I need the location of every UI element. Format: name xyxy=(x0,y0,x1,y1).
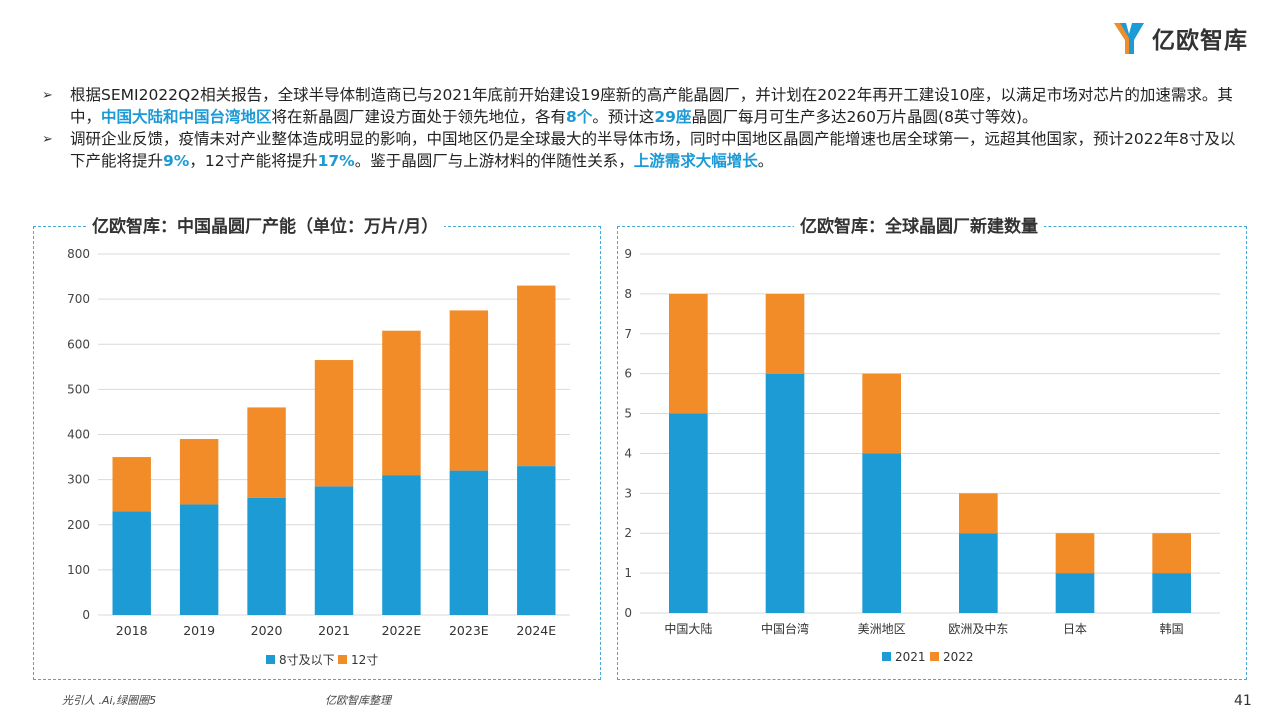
bar-2022 xyxy=(1055,533,1095,574)
highlight-text: 上游需求大幅增长 xyxy=(633,152,758,170)
y-tick-label: 1 xyxy=(624,566,632,580)
body-text: 根据SEMI2022Q2相关报告，全球半导体制造商已与2021年底前开始建设19… xyxy=(70,86,1233,126)
bar-12寸 xyxy=(449,310,489,471)
y-tick-label: 400 xyxy=(67,428,90,442)
highlight-text: 中国大陆和中国台湾地区 xyxy=(101,108,272,126)
y-tick-label: 6 xyxy=(624,367,632,381)
x-tick-label: 2019 xyxy=(183,623,215,638)
y-tick-label: 0 xyxy=(624,606,632,620)
bar-2022 xyxy=(959,493,998,534)
legend-label: 2022 xyxy=(943,650,974,664)
bar-2021 xyxy=(1055,573,1095,613)
brand-logo: 亿欧智库 xyxy=(1112,18,1262,58)
footer-source-left: 光引人 .Ai,绿圈圈5 xyxy=(62,694,157,707)
body-text: 将在新晶圆厂建设方面处于领先地位，各有 xyxy=(271,108,567,126)
chart-new-fabs: 0 1 2 3 4 5 6 7 8 9 中国大陆 中国台湾 美洲地区 欧洲及中东 日本 韩国 2021 2022 xyxy=(624,247,1220,664)
y-tick-label: 500 xyxy=(67,382,90,396)
bar-2021 xyxy=(669,413,708,613)
bar-8寸及以下 xyxy=(314,486,354,615)
x-tick-label: 美洲地区 xyxy=(858,622,906,636)
highlight-text: 9% xyxy=(163,152,190,170)
y-tick-label: 3 xyxy=(624,486,632,500)
legend-swatch xyxy=(882,652,891,661)
bullet-item: ➢ 调研企业反馈，疫情未对产业整体造成明显的影响，中国地区仍是全球最大的半导体市… xyxy=(42,128,1242,172)
bar-12寸 xyxy=(179,439,219,505)
bar-8寸及以下 xyxy=(382,475,421,615)
x-tick-label: 2018 xyxy=(116,623,148,638)
bar-12寸 xyxy=(517,285,556,467)
legend-swatch xyxy=(930,652,939,661)
body-text: 。鉴于晶圆厂与上游材料的伴随性关系， xyxy=(354,152,634,170)
x-tick-label: 日本 xyxy=(1063,622,1087,636)
logo-mark-icon xyxy=(1114,23,1144,54)
body-text: 晶圆厂每月可生产多达260万片晶圆(8英寸等效)。 xyxy=(691,108,1038,126)
highlight-text: 29座 xyxy=(654,108,692,126)
bar-2022 xyxy=(765,293,805,374)
y-tick-label: 600 xyxy=(67,337,90,351)
y-tick-label: 200 xyxy=(67,518,90,532)
bullet-list: ➢ 根据SEMI2022Q2相关报告，全球半导体制造商已与2021年底前开始建设… xyxy=(42,84,1242,172)
y-tick-label: 8 xyxy=(624,287,632,301)
bar-2021 xyxy=(765,373,805,613)
page-number: 41 xyxy=(1234,693,1252,709)
y-tick-label: 100 xyxy=(67,563,90,577)
bar-2021 xyxy=(1152,573,1191,613)
y-tick-label: 700 xyxy=(67,292,90,306)
highlight-text: 8个 xyxy=(566,108,593,126)
legend-label: 12寸 xyxy=(351,653,378,667)
body-text: 。 xyxy=(757,152,774,170)
arrow-bullet-icon: ➢ xyxy=(42,88,53,103)
x-tick-label: 中国大陆 xyxy=(664,621,712,636)
x-tick-label: 2020 xyxy=(251,623,283,638)
bar-2022 xyxy=(669,293,708,414)
y-tick-label: 2 xyxy=(624,526,632,540)
bar-12寸 xyxy=(112,457,151,512)
bullet-item: ➢ 根据SEMI2022Q2相关报告，全球半导体制造商已与2021年底前开始建设… xyxy=(42,84,1242,128)
y-tick-label: 0 xyxy=(82,608,90,622)
legend-label: 2021 xyxy=(895,650,926,664)
x-tick-label: 2021 xyxy=(318,623,350,638)
legend-swatch xyxy=(338,655,347,664)
bar-12寸 xyxy=(314,360,354,487)
y-tick-label: 4 xyxy=(624,446,632,460)
bullet-text: 调研企业反馈，疫情未对产业整体造成明显的影响，中国地区仍是全球最大的半导体市场，… xyxy=(70,128,1242,172)
x-tick-label: 2022E xyxy=(382,623,422,638)
y-tick-label: 5 xyxy=(624,407,632,421)
chart-capacity: 0 100 200 300 400 500 600 700 800 2018 2019 2020 202… xyxy=(67,247,570,667)
legend: 2021 2022 xyxy=(882,650,974,664)
highlight-text: 17% xyxy=(317,152,355,170)
bar-2021 xyxy=(959,533,998,613)
chart-title-capacity: 亿欧智库：中国晶圆厂产能（单位：万片/月） xyxy=(86,212,445,237)
bar-8寸及以下 xyxy=(247,497,286,615)
y-tick-label: 300 xyxy=(67,473,90,487)
legend-label: 8寸及以下 xyxy=(279,653,335,667)
bar-12寸 xyxy=(382,330,421,476)
bullet-text: 根据SEMI2022Q2相关报告，全球半导体制造商已与2021年底前开始建设19… xyxy=(70,84,1242,128)
y-tick-label: 9 xyxy=(624,247,632,261)
footer-source: 亿欧智库整理 xyxy=(325,694,391,707)
x-tick-label: 韩国 xyxy=(1160,621,1184,636)
body-text: ，12寸产能将提升 xyxy=(189,152,318,170)
legend-swatch xyxy=(266,655,275,664)
chart-title-new-fabs: 亿欧智库：全球晶圆厂新建数量 xyxy=(794,212,1044,237)
bar-8寸及以下 xyxy=(449,470,489,615)
x-tick-label: 中国台湾 xyxy=(761,621,809,636)
body-text: 。预计这 xyxy=(592,108,655,126)
bar-2021 xyxy=(862,453,901,613)
bar-2022 xyxy=(862,373,901,454)
bar-2022 xyxy=(1152,533,1191,574)
bar-8寸及以下 xyxy=(112,511,151,615)
y-tick-label: 800 xyxy=(67,247,90,261)
legend: 8寸及以下 12寸 xyxy=(266,653,378,667)
y-tick-label: 7 xyxy=(624,327,632,341)
bar-8寸及以下 xyxy=(179,504,219,615)
x-tick-label: 欧洲及中东 xyxy=(948,621,1008,636)
x-tick-label: 2023E xyxy=(449,623,489,638)
logo-text: 亿欧智库 xyxy=(1152,28,1248,54)
x-tick-label: 2024E xyxy=(516,623,556,638)
arrow-bullet-icon: ➢ xyxy=(42,132,53,147)
bar-8寸及以下 xyxy=(517,466,556,615)
bar-12寸 xyxy=(247,407,286,498)
body-text: 调研企业反馈，疫情未对产业整体造成明显的影响，中国地区仍是全球最大的半导体市场，… xyxy=(70,130,1236,170)
